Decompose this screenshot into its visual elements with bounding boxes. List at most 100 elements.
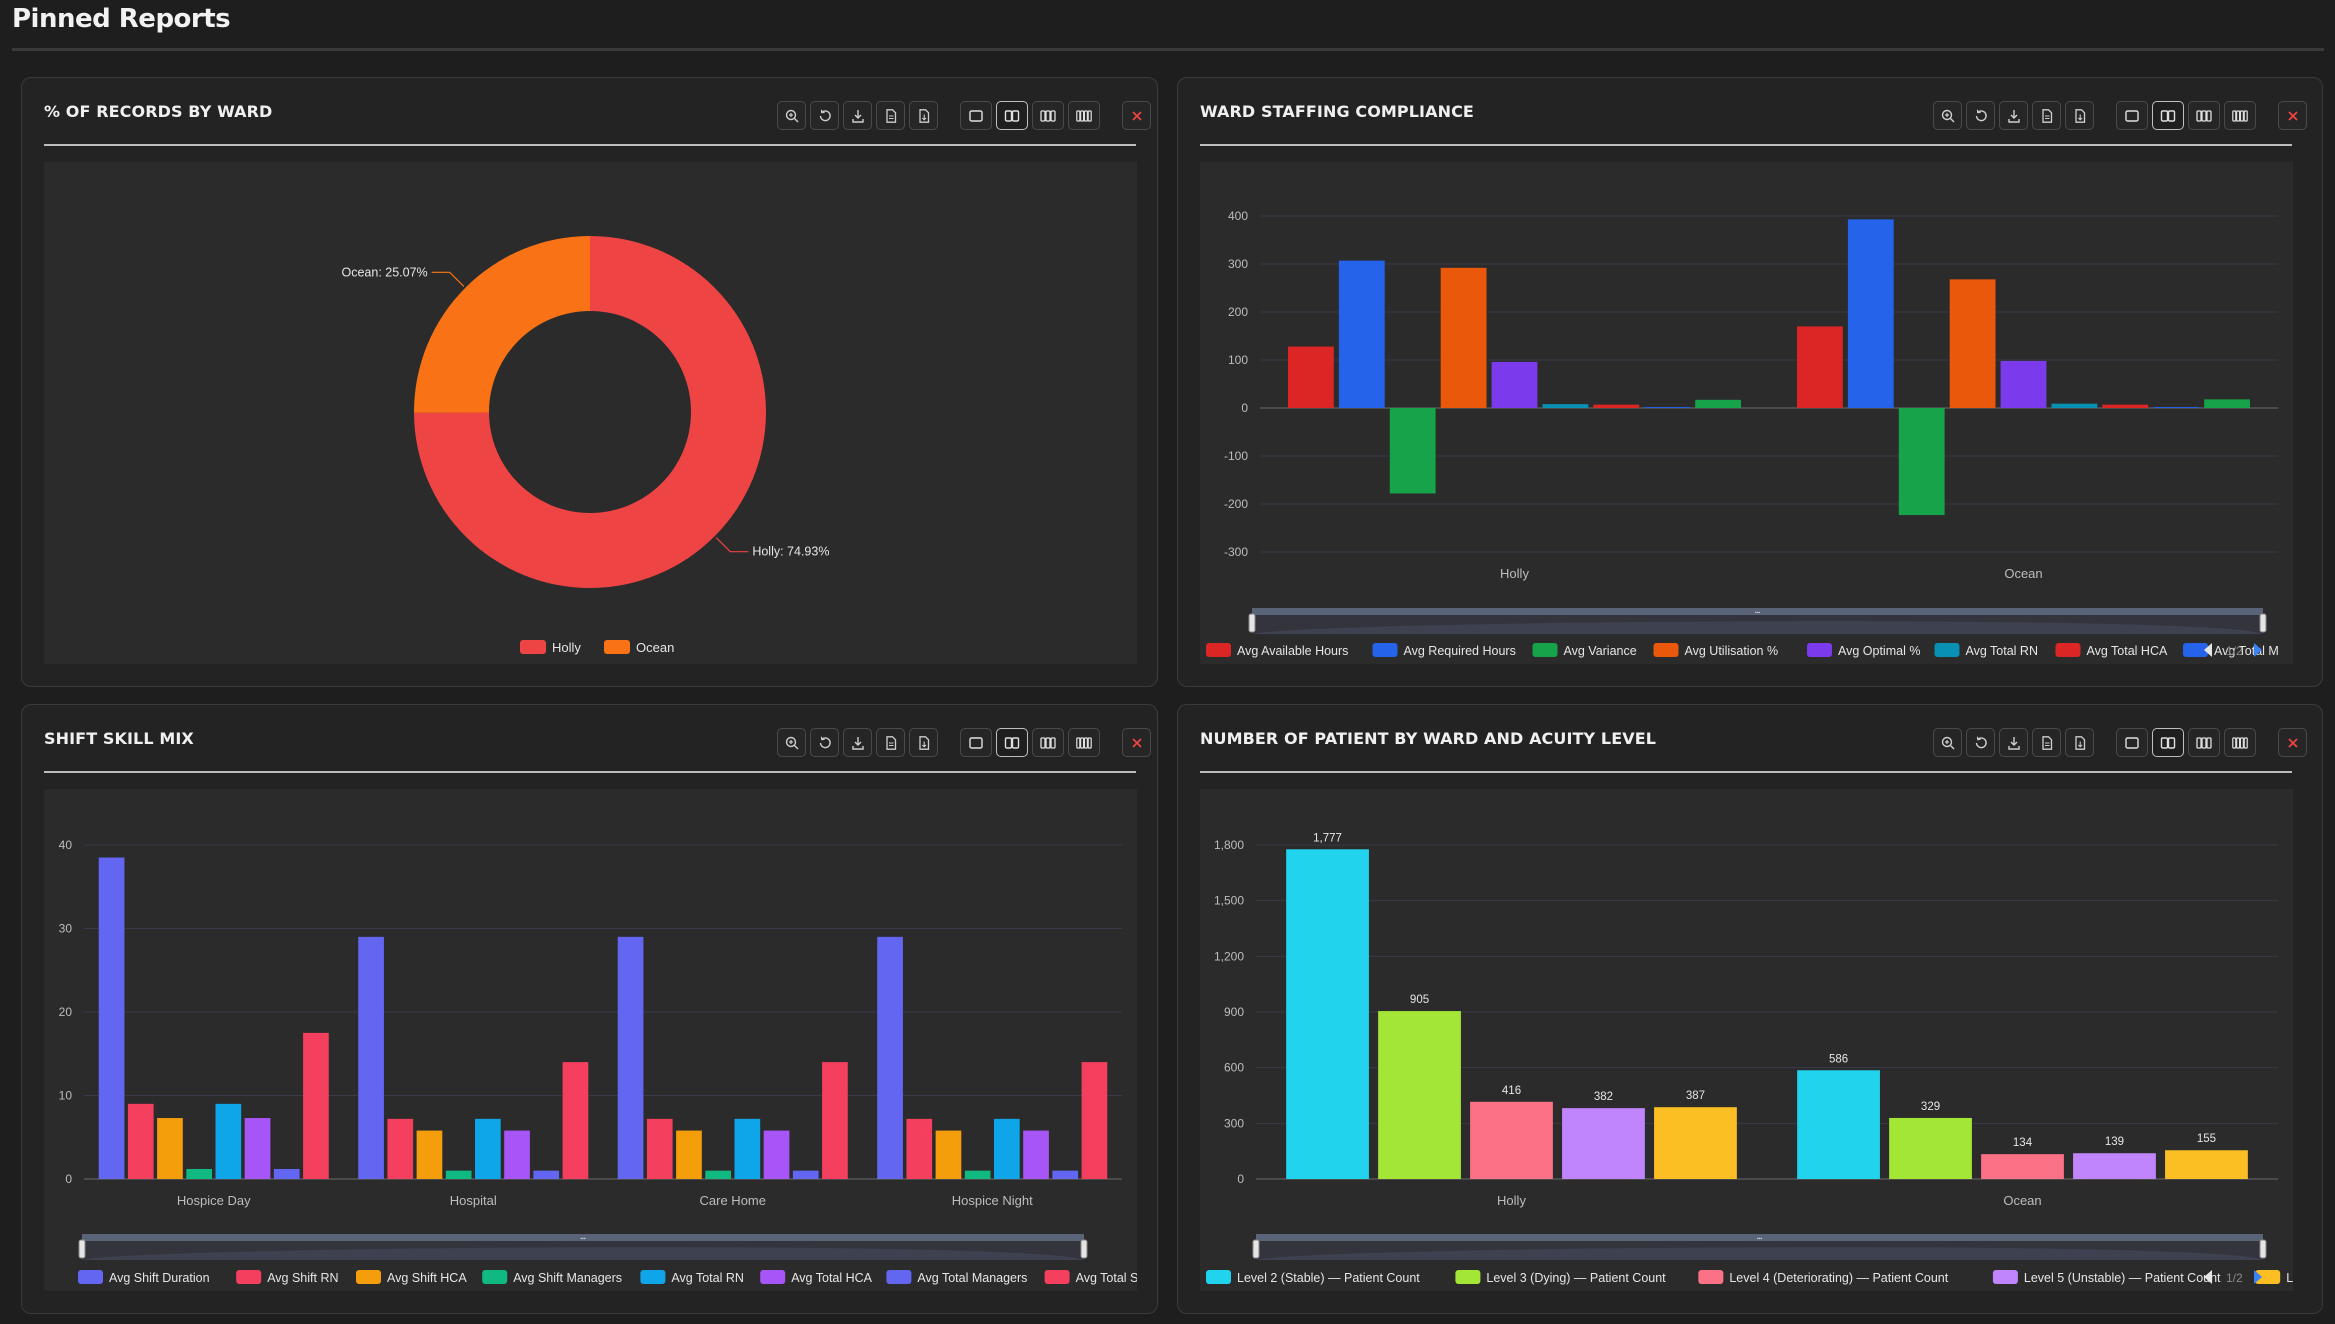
export-icon	[2074, 735, 2085, 750]
document-button[interactable]	[2032, 101, 2061, 130]
legend-swatch	[1372, 643, 1398, 657]
layout-1-column-icon	[969, 736, 983, 749]
bar	[1654, 1107, 1737, 1179]
document-button[interactable]	[2032, 728, 2061, 757]
reset-button[interactable]	[810, 728, 839, 757]
close-button[interactable]	[2278, 728, 2307, 757]
export-button[interactable]	[909, 728, 938, 757]
download-icon	[851, 109, 864, 123]
donut-chart: Holly: 74.93% Ocean: 25.07% Holly Ocean	[342, 236, 829, 655]
legend-swatch	[640, 1270, 666, 1284]
export-button[interactable]	[2065, 101, 2094, 130]
layout-2-column-button[interactable]	[2152, 728, 2184, 757]
layout-4-column-button[interactable]	[2224, 728, 2256, 757]
pie-label: Holly: 74.93%	[752, 545, 829, 559]
bar	[676, 1130, 702, 1179]
layout-3-column-button[interactable]	[1032, 728, 1064, 757]
layout-4-column-button[interactable]	[1068, 101, 1100, 130]
legend-swatch	[760, 1270, 786, 1284]
bar	[2153, 407, 2200, 409]
legend-label: Avg Optimal %	[1838, 644, 1920, 658]
legend-label: Avg Total HCA	[2087, 644, 2168, 658]
x-tick-label: Hospice Day	[177, 1193, 251, 1208]
layout-4-column-button[interactable]	[1068, 728, 1100, 757]
panel-divider	[44, 771, 1136, 773]
layout-3-column-button[interactable]	[1032, 101, 1064, 130]
y-tick-label: 1,200	[1214, 949, 1244, 963]
layout-1-column-button[interactable]	[2116, 728, 2148, 757]
x-tick-label: Ocean	[2003, 1193, 2041, 1208]
layout-2-column-button[interactable]	[996, 728, 1028, 757]
layout-1-column-icon	[2125, 736, 2139, 749]
bar	[906, 1118, 933, 1179]
layout-2-column-button[interactable]	[2152, 101, 2184, 130]
layout-3-column-icon	[1040, 736, 1056, 749]
data-label: 416	[1502, 1085, 1521, 1097]
zoom-button[interactable]	[777, 101, 806, 130]
legend-swatch	[1698, 1270, 1724, 1284]
legend-swatch	[2255, 1270, 2281, 1284]
legend-next-icon	[2254, 1270, 2262, 1284]
export-icon	[918, 108, 929, 123]
bar	[646, 1118, 673, 1179]
bar	[1562, 1108, 1645, 1179]
export-icon	[2074, 108, 2085, 123]
x-tick-label: Holly	[1500, 566, 1529, 581]
export-button[interactable]	[909, 101, 938, 130]
close-button[interactable]	[1122, 101, 1151, 130]
panel-shift-skill-mix: SHIFT SKILL MIX 40 30 20 10 0 Hospice Day Hosp…	[21, 704, 1158, 1314]
layout-2-column-icon	[2160, 109, 2176, 122]
zoom-button[interactable]	[1933, 101, 1962, 130]
bar	[1593, 404, 1640, 408]
download-button[interactable]	[1999, 101, 2028, 130]
download-button[interactable]	[1999, 728, 2028, 757]
legend-swatch	[1653, 643, 1679, 657]
panel-title: SHIFT SKILL MIX	[44, 729, 194, 748]
data-label: 387	[1686, 1090, 1705, 1102]
bar	[734, 1118, 761, 1179]
chart-toolbar	[777, 101, 1151, 130]
bar	[877, 936, 903, 1179]
legend-prev-icon	[2204, 643, 2212, 657]
legend-swatch	[1807, 643, 1832, 657]
reset-button[interactable]	[1966, 728, 1995, 757]
pie-label: Ocean: 25.07%	[342, 265, 428, 279]
bar	[1695, 399, 1742, 408]
layout-4-column-button[interactable]	[2224, 101, 2256, 130]
bar-chart: 40 30 20 10 0 Hospice Day Hospital Care Home Hos…	[59, 838, 1156, 1285]
reset-button[interactable]	[810, 101, 839, 130]
bar	[1847, 219, 1894, 408]
export-button[interactable]	[2065, 728, 2094, 757]
legend-label: Avg Total M	[2214, 644, 2279, 658]
layout-3-column-button[interactable]	[2188, 728, 2220, 757]
legend-label: Avg Required Hours	[1404, 644, 1516, 658]
bar	[98, 857, 125, 1179]
reset-button[interactable]	[1966, 101, 1995, 130]
download-button[interactable]	[843, 728, 872, 757]
close-icon	[2287, 737, 2298, 748]
reset-icon	[1975, 736, 1987, 748]
pie-slice-ocean	[414, 236, 590, 413]
document-button[interactable]	[876, 101, 905, 130]
y-tick-label: 10	[59, 1089, 73, 1103]
layout-3-column-button[interactable]	[2188, 101, 2220, 130]
close-button[interactable]	[1122, 728, 1151, 757]
download-button[interactable]	[843, 101, 872, 130]
legend-swatch	[1455, 1270, 1481, 1284]
bar	[533, 1170, 560, 1179]
y-tick-label: 600	[1224, 1061, 1244, 1075]
document-button[interactable]	[876, 728, 905, 757]
zoom-button[interactable]	[777, 728, 806, 757]
data-label: 905	[1410, 994, 1429, 1006]
layout-1-column-button[interactable]	[960, 728, 992, 757]
chart-toolbar	[1933, 101, 2307, 130]
close-button[interactable]	[2278, 101, 2307, 130]
zoom-slider-handle	[78, 1239, 86, 1259]
layout-2-column-button[interactable]	[996, 101, 1028, 130]
zoom-button[interactable]	[1933, 728, 1962, 757]
panel-records-by-ward: % OF RECORDS BY WARD Holly: 74.93% Ocean:…	[21, 77, 1158, 687]
layout-1-column-button[interactable]	[2116, 101, 2148, 130]
legend-label: Avg Available Hours	[1237, 644, 1348, 658]
layout-1-column-button[interactable]	[960, 101, 992, 130]
legend-label: Avg Shift HCA	[387, 1271, 467, 1285]
